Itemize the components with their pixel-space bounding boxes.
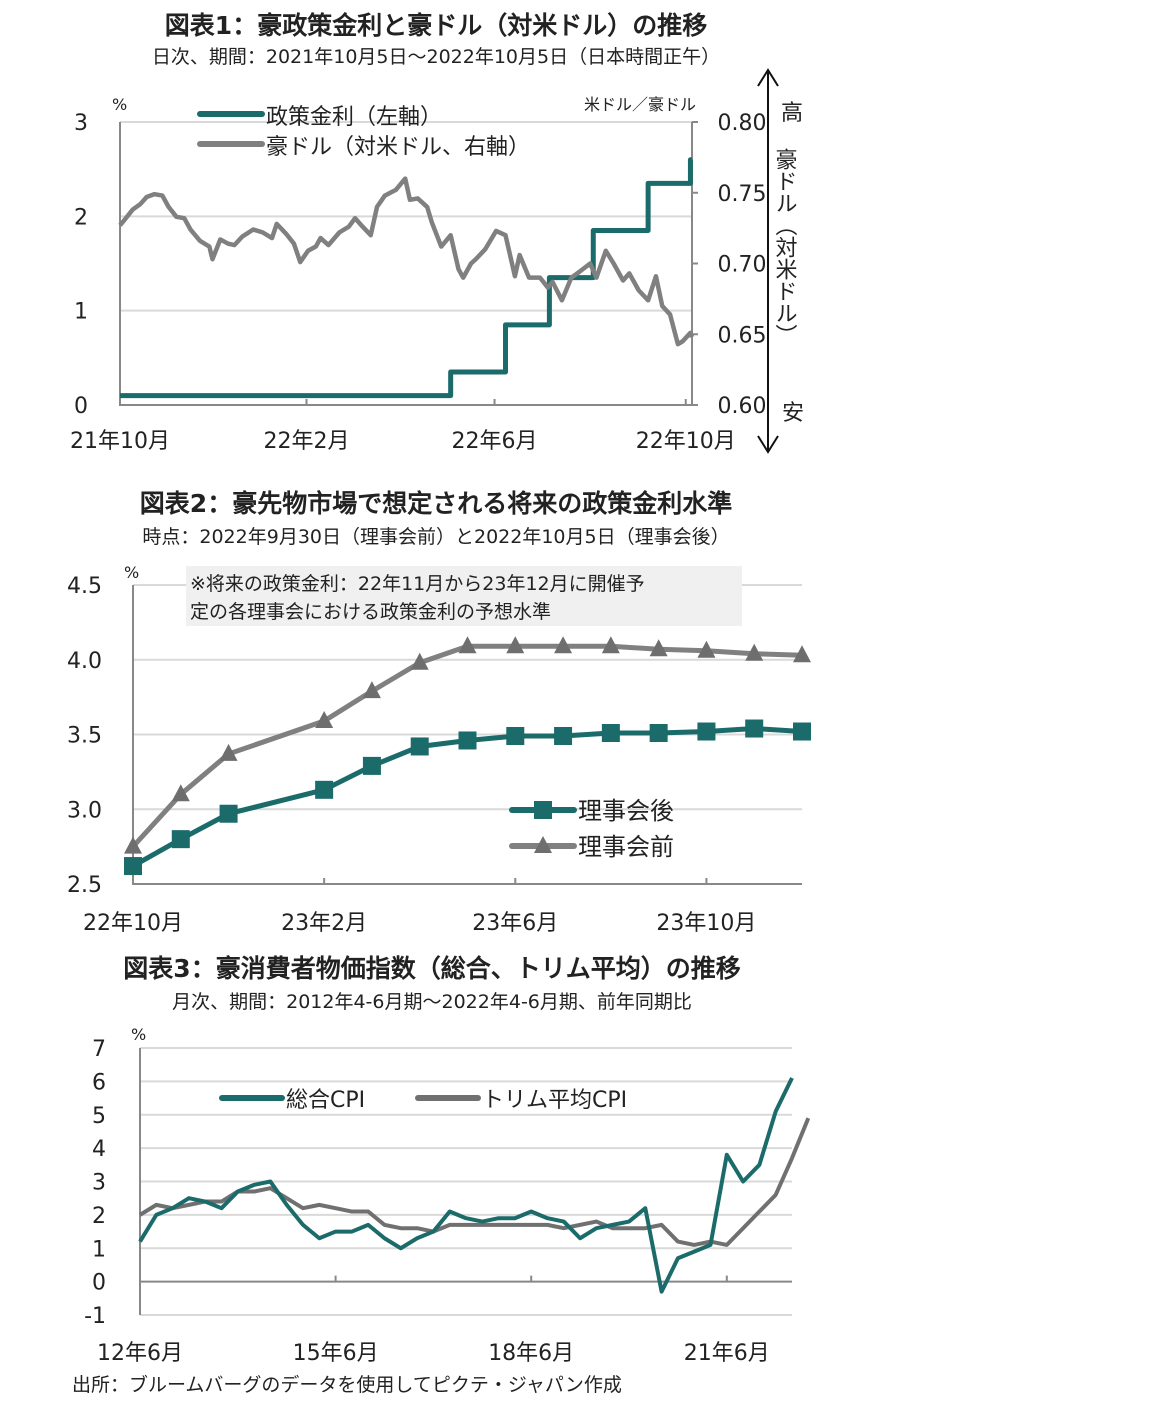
data-point-square xyxy=(410,737,429,756)
chart1-subtitle: 日次、期間：2021年10月5日～2022年10月5日（日本時間正午） xyxy=(152,46,720,68)
y-tick-label: 0 xyxy=(92,1271,106,1296)
data-point-triangle xyxy=(554,636,573,654)
legend-label: 政策金利（左軸） xyxy=(266,105,442,130)
chart1-right-unit: 米ドル／豪ドル xyxy=(584,95,696,114)
data-point-triangle xyxy=(362,681,381,699)
chart3-plot: -1 0 1 2 3 4 5 6 7 12年6月 15年6月 18年6月 21年6月 総合CPI トリム平均… xyxy=(84,1037,811,1366)
right-tick-label: 0.60 xyxy=(718,394,767,419)
legend-label: 理事会前 xyxy=(578,833,674,861)
y-tick-label: 1 xyxy=(92,1237,106,1262)
series-line-2 xyxy=(118,176,695,347)
chart3-unit: % xyxy=(131,1025,146,1044)
x-tick-label: 15年6月 xyxy=(293,1341,379,1366)
data-point-square xyxy=(219,804,238,823)
data-point-square xyxy=(745,719,764,738)
data-point-square xyxy=(171,830,190,849)
x-tick-label: 22年2月 xyxy=(263,429,349,454)
right-tick-label: 0.65 xyxy=(718,323,767,348)
data-point-square xyxy=(793,722,811,741)
left-tick-label: 2 xyxy=(74,205,88,230)
series-line-1 xyxy=(120,157,693,399)
legend-marker xyxy=(534,801,552,819)
chart1-high-label: 高 xyxy=(781,101,803,126)
data-point-square xyxy=(649,724,668,743)
data-point-square xyxy=(554,726,573,745)
y-tick-label: 3.0 xyxy=(67,798,102,823)
x-tick-label: 21年10月 xyxy=(70,429,170,454)
chart1-left-unit: % xyxy=(112,95,127,114)
note-box xyxy=(186,566,742,626)
x-tick-label: 12年6月 xyxy=(97,1341,183,1366)
data-point-triangle xyxy=(649,639,668,657)
data-point-triangle xyxy=(506,636,525,654)
y-tick-label: 2 xyxy=(92,1204,106,1229)
right-tick-label: 0.80 xyxy=(718,111,767,136)
data-point-square xyxy=(601,724,620,743)
data-point-triangle xyxy=(697,640,716,658)
data-point-triangle xyxy=(219,743,238,761)
chart2-plot: 2.5 3.0 3.5 4.0 4.5 22年10月 23年2月 23年6月 23年10月 ※将来… xyxy=(67,566,811,936)
data-point-square xyxy=(697,722,716,741)
data-point-square xyxy=(458,731,477,750)
chart2-subtitle: 時点：2022年9月30日（理事会前）と2022年10月5日（理事会後） xyxy=(142,526,729,548)
note-text: ※将来の政策金利：22年11月から23年12月に開催予 xyxy=(190,573,645,595)
right-tick-label: 0.70 xyxy=(718,253,767,278)
series-line-2 xyxy=(138,1117,811,1247)
x-tick-label: 22年10月 xyxy=(636,429,736,454)
left-tick-label: 0 xyxy=(74,394,88,419)
right-tick-label: 0.75 xyxy=(718,182,767,207)
series-line-triangle xyxy=(131,643,803,849)
data-point-square xyxy=(362,756,381,775)
legend-label: 理事会後 xyxy=(578,797,674,825)
y-tick-label: 3.5 xyxy=(67,724,102,749)
legend-label: 豪ドル（対米ドル、右軸） xyxy=(266,135,530,160)
data-point-triangle xyxy=(315,711,334,729)
chart2-unit: % xyxy=(124,563,139,582)
y-tick-label: 5 xyxy=(92,1104,106,1129)
y-tick-label: 6 xyxy=(92,1070,106,1095)
x-tick-label: 23年10月 xyxy=(656,911,756,936)
legend-marker xyxy=(534,836,552,853)
source-note: 出所：ブルームバーグのデータを使用してピクテ・ジャパン作成 xyxy=(72,1373,622,1396)
x-tick-label: 18年6月 xyxy=(488,1341,574,1366)
x-tick-label: 22年6月 xyxy=(452,429,538,454)
note-text: 定の各理事会における政策金利の予想水準 xyxy=(190,601,551,623)
data-point-triangle xyxy=(171,784,190,802)
chart1-low-label: 安 xyxy=(782,401,804,426)
data-point-triangle xyxy=(793,645,811,663)
chart2-title: 図表2：豪先物市場で想定される将来の政策金利水準 xyxy=(140,489,732,518)
data-point-triangle xyxy=(458,636,477,654)
data-point-triangle xyxy=(410,652,429,670)
data-point-square xyxy=(506,726,525,745)
chart1-plot: 0 1 2 3 0.60 0.65 0.70 0.75 0.80 21年10月 22年2月 22年6月… xyxy=(70,68,779,454)
legend-label: トリム平均CPI xyxy=(482,1088,627,1113)
data-point-triangle xyxy=(124,836,142,854)
y-tick-label: -1 xyxy=(84,1304,106,1329)
data-point-square xyxy=(124,857,142,876)
y-tick-label: 4.5 xyxy=(67,574,102,599)
y-tick-label: 2.5 xyxy=(67,873,102,898)
y-tick-label: 4.0 xyxy=(67,649,102,674)
chart3-subtitle: 月次、期間：2012年4-6月期～2022年4-6月期、前年同期比 xyxy=(172,991,692,1013)
data-point-triangle xyxy=(745,643,764,661)
data-point-square xyxy=(315,780,334,799)
data-point-triangle xyxy=(601,636,620,654)
left-tick-label: 3 xyxy=(74,111,88,136)
x-tick-label: 22年10月 xyxy=(83,911,183,936)
chart1-right-annotation: 豪ドル（対米ドル） xyxy=(772,148,798,346)
legend-label: 総合CPI xyxy=(286,1088,365,1113)
chart3-title: 図表3：豪消費者物価指数（総合、トリム平均）の推移 xyxy=(123,954,740,983)
y-tick-label: 7 xyxy=(92,1037,106,1062)
x-tick-label: 21年6月 xyxy=(684,1341,770,1366)
x-tick-label: 23年2月 xyxy=(281,911,367,936)
axes xyxy=(119,122,693,406)
arrow-heads xyxy=(757,68,779,454)
x-tick-label: 23年6月 xyxy=(472,911,558,936)
y-tick-label: 4 xyxy=(92,1137,106,1162)
y-tick-label: 3 xyxy=(92,1171,106,1196)
series-line-1 xyxy=(138,1077,794,1294)
chart1-title: 図表1：豪政策金利と豪ドル（対米ドル）の推移 xyxy=(165,11,707,40)
left-tick-label: 1 xyxy=(74,300,88,325)
